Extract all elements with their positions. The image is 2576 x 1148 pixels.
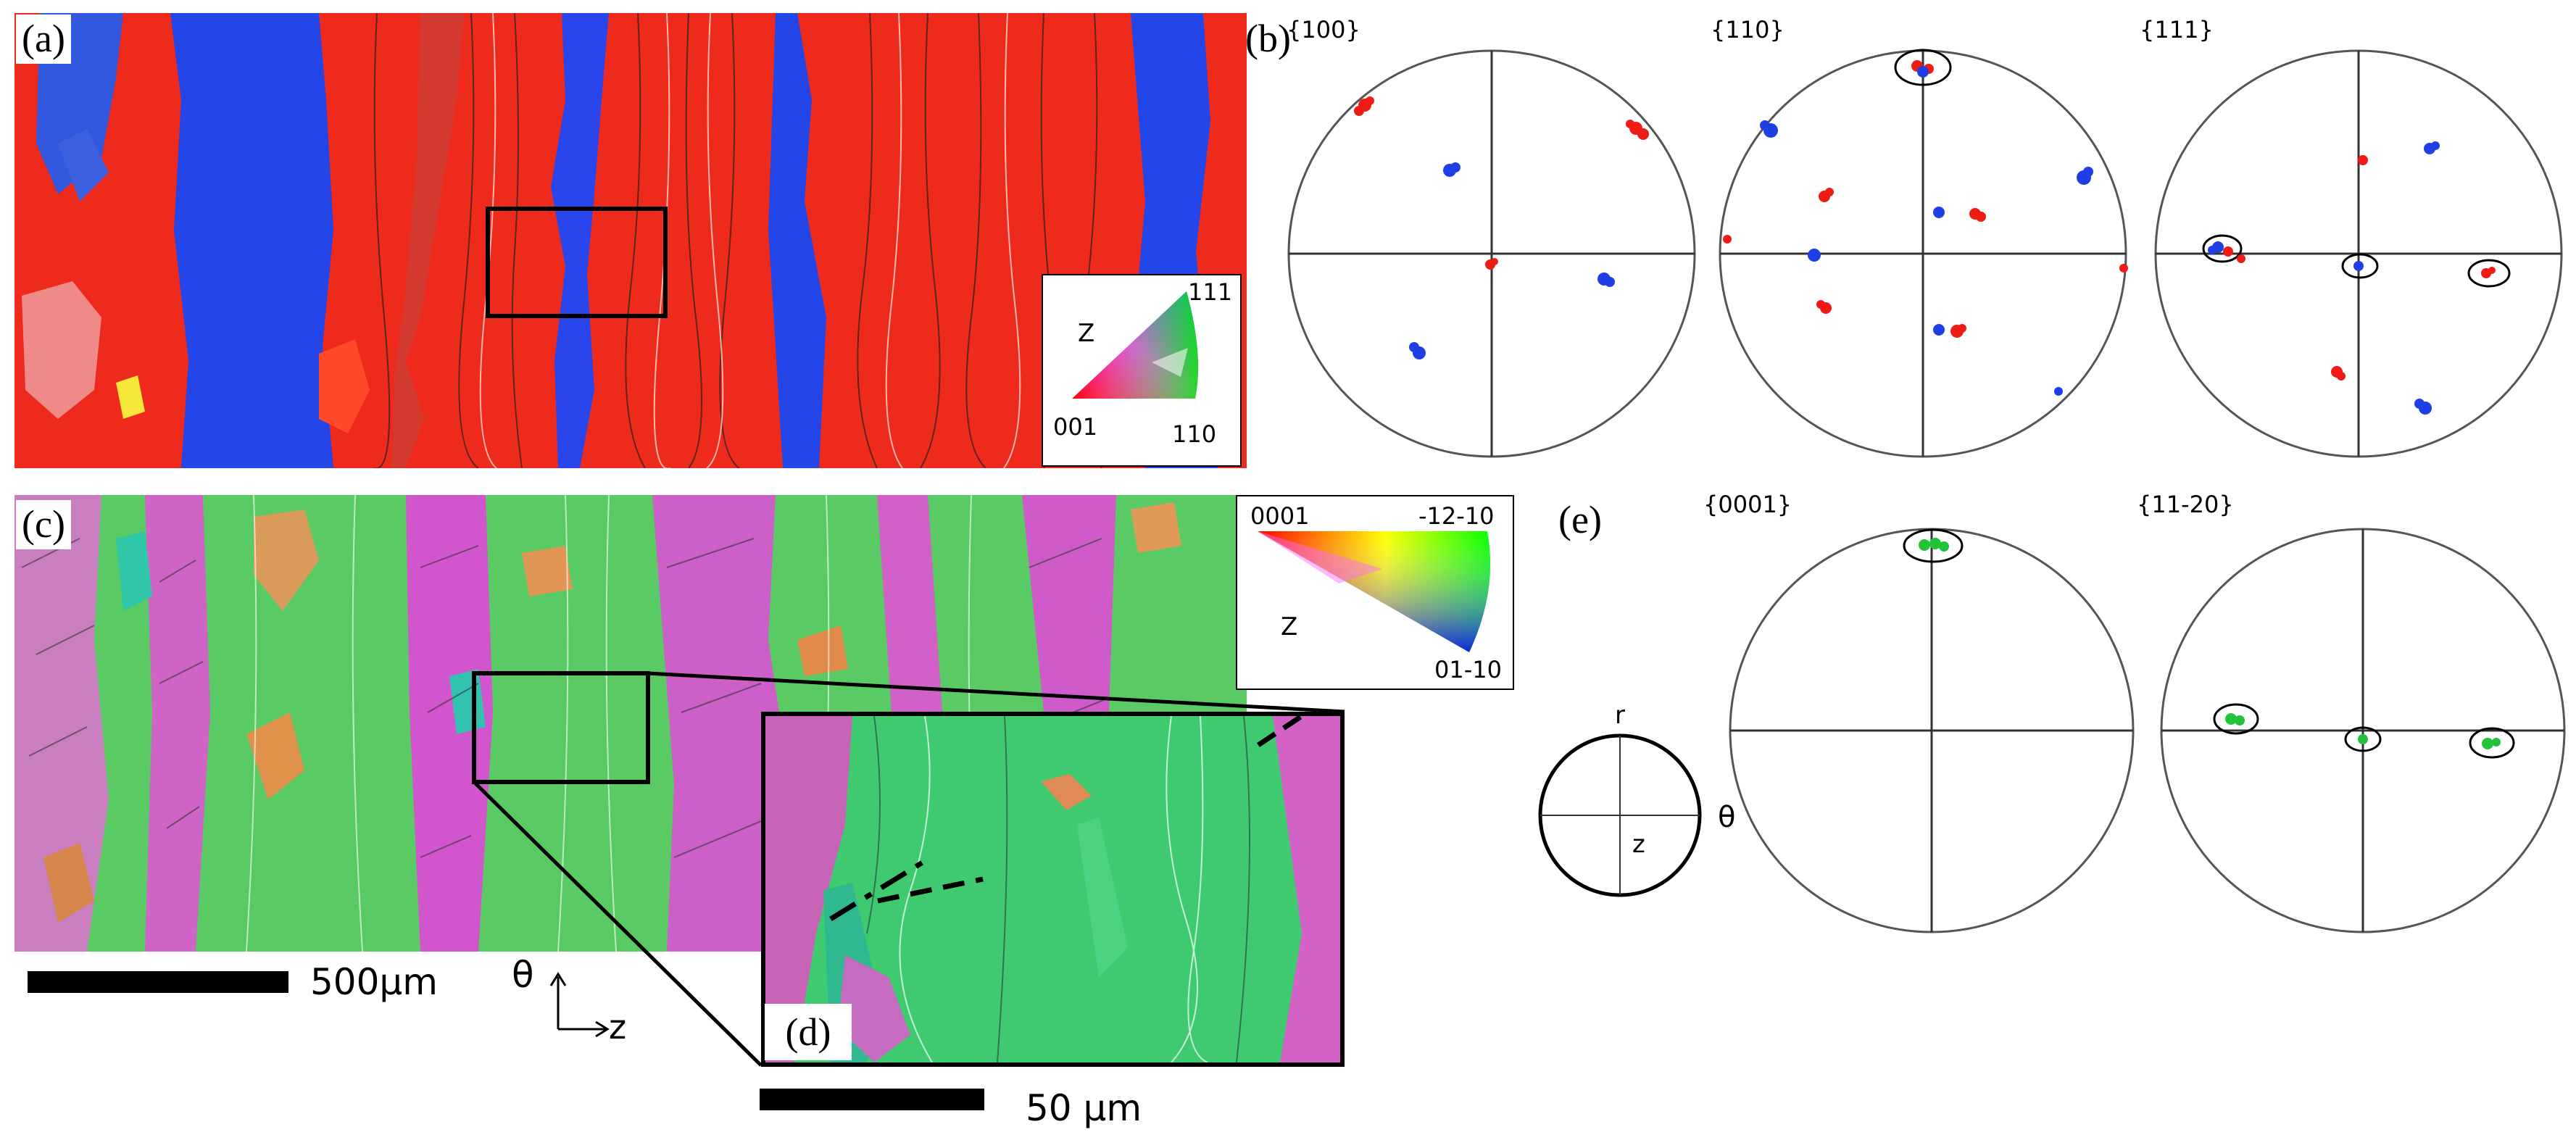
panel-label-c: (c)	[16, 500, 71, 549]
legend-hex-0001: 0001	[1250, 502, 1310, 530]
legend-cubic-111: 111	[1188, 278, 1233, 306]
axis-z-label: z	[609, 1007, 627, 1047]
legend-cubic-001: 001	[1053, 413, 1098, 441]
scale-bar-inset	[760, 1089, 984, 1110]
panel-label-e: (e)	[1558, 498, 1602, 541]
scale-label-main: 500μm	[310, 961, 438, 1003]
ipf-legend-hex: 0001 -12-10 Z 01-10	[1236, 495, 1514, 690]
panel-label-a: (a)	[16, 14, 71, 64]
pole-figure-100: {100}	[1287, 18, 1703, 467]
legend-hex-12-10: -12-10	[1418, 502, 1495, 530]
pole-figure-label-100: {100}	[1287, 16, 1360, 43]
axis-theta-label: θ	[512, 954, 534, 996]
ref-r-label: r	[1615, 701, 1625, 730]
scale-label-inset: 50 μm	[1026, 1087, 1142, 1129]
axis-indicator: θ z	[507, 957, 631, 1044]
ref-theta-label: θ	[1718, 801, 1736, 834]
pole-figure-0001: {0001}	[1689, 493, 2138, 946]
pole-figure-label-111: {111}	[2140, 16, 2214, 43]
pole-figure-111: {111}	[2124, 18, 2573, 467]
reference-circle: r θ z	[1522, 703, 1754, 913]
panel-d-inset	[761, 712, 1345, 1067]
scale-bar-main	[28, 971, 288, 993]
ipf-legend-cubic: Z 111 001 110	[1042, 274, 1242, 467]
pole-figure-1120: {11-20}	[2124, 493, 2573, 946]
legend-hex-axis: Z	[1281, 612, 1298, 641]
legend-cubic-110: 110	[1172, 420, 1217, 448]
ref-z-label: z	[1632, 830, 1645, 859]
legend-hex-01-10: 01-10	[1434, 656, 1502, 683]
pole-figure-label-110: {110}	[1711, 16, 1784, 43]
panel-label-b: (b)	[1245, 17, 1291, 60]
legend-cubic-axis: Z	[1078, 319, 1095, 348]
pole-figure-110: {110}	[1692, 18, 2142, 467]
pole-figure-label-1120: {11-20}	[2137, 491, 2234, 518]
pole-figure-label-0001: {0001}	[1703, 491, 1792, 518]
panel-label-d: (d)	[765, 1004, 852, 1060]
